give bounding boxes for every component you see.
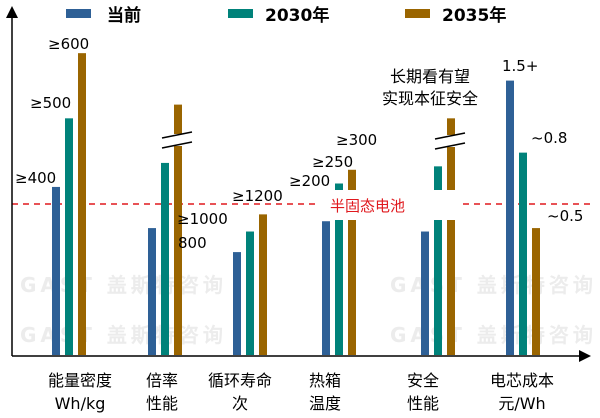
bar-0-3 bbox=[322, 221, 330, 355]
legend-entry: 2030年 bbox=[265, 5, 329, 26]
watermark: GAST 盖斯特咨询 bbox=[20, 323, 227, 347]
bar-1-2 bbox=[246, 231, 254, 355]
data-label: ≥600 bbox=[48, 35, 89, 53]
data-label: ≥400 bbox=[15, 169, 56, 187]
data-label: ≥200 bbox=[289, 172, 330, 190]
legend-swatch bbox=[228, 9, 253, 18]
bar-2-3 bbox=[348, 169, 356, 355]
axis-break-mark bbox=[161, 131, 193, 139]
axis-break-mark bbox=[161, 141, 193, 149]
axis-break-mark bbox=[434, 132, 466, 140]
category-sublabel: 性能 bbox=[407, 394, 439, 413]
bar-2-0 bbox=[78, 53, 86, 355]
watermark: GAST 盖斯特咨询 bbox=[20, 273, 227, 297]
category-label: 安全 bbox=[407, 371, 439, 390]
bar-1-3 bbox=[335, 183, 343, 355]
data-label: 1.5+ bbox=[502, 57, 538, 75]
axis-break-mark bbox=[434, 142, 466, 150]
data-label: 800 bbox=[178, 234, 207, 252]
category-label: 循环寿命 bbox=[208, 371, 272, 390]
data-label: ≥1200 bbox=[232, 187, 283, 205]
bar-1-5 bbox=[519, 152, 527, 355]
axis-break-gap bbox=[171, 134, 185, 146]
legend-swatch bbox=[405, 9, 430, 18]
bar-1-0 bbox=[65, 118, 73, 355]
data-label: ≥500 bbox=[30, 94, 71, 112]
category-sublabel: 元/Wh bbox=[498, 394, 545, 413]
data-label: ≥1000 bbox=[177, 210, 228, 228]
bar-1-4 bbox=[434, 166, 442, 355]
category-sublabel: Wh/kg bbox=[55, 394, 106, 413]
bar-2-5 bbox=[532, 228, 540, 355]
bar-2-4 bbox=[447, 118, 455, 355]
annotation-line2: 实现本征安全 bbox=[382, 89, 478, 108]
category-label: 倍率 bbox=[146, 371, 178, 390]
data-label: ≥300 bbox=[336, 131, 377, 149]
data-label: ~0.8 bbox=[531, 129, 567, 147]
bar-0-0 bbox=[52, 186, 60, 355]
bar-2-2 bbox=[259, 214, 267, 355]
legend-entry: 当前 bbox=[107, 5, 141, 26]
bar-0-5 bbox=[506, 80, 514, 355]
bar-0-4 bbox=[421, 231, 429, 355]
annotation-line1: 长期看有望 bbox=[390, 67, 470, 86]
bar-0-1 bbox=[148, 228, 156, 355]
legend-entry: 2035年 bbox=[442, 5, 506, 26]
data-label: ~0.5 bbox=[547, 207, 583, 225]
reference-label-bg bbox=[318, 190, 463, 220]
category-sublabel: 次 bbox=[232, 394, 248, 413]
category-label: 电芯成本 bbox=[490, 371, 554, 390]
category-sublabel: 温度 bbox=[309, 394, 341, 413]
bar-2-1 bbox=[174, 104, 182, 355]
data-label: ≥250 bbox=[312, 153, 353, 171]
bar-0-2 bbox=[233, 252, 241, 355]
category-label: 热箱 bbox=[309, 371, 341, 390]
axis-break-gap bbox=[444, 135, 458, 147]
reference-label: 半固态电池 bbox=[330, 197, 405, 215]
legend-swatch bbox=[66, 9, 91, 18]
category-sublabel: 性能 bbox=[146, 394, 178, 413]
category-label: 能量密度 bbox=[48, 371, 112, 390]
bar-1-1 bbox=[161, 162, 169, 355]
